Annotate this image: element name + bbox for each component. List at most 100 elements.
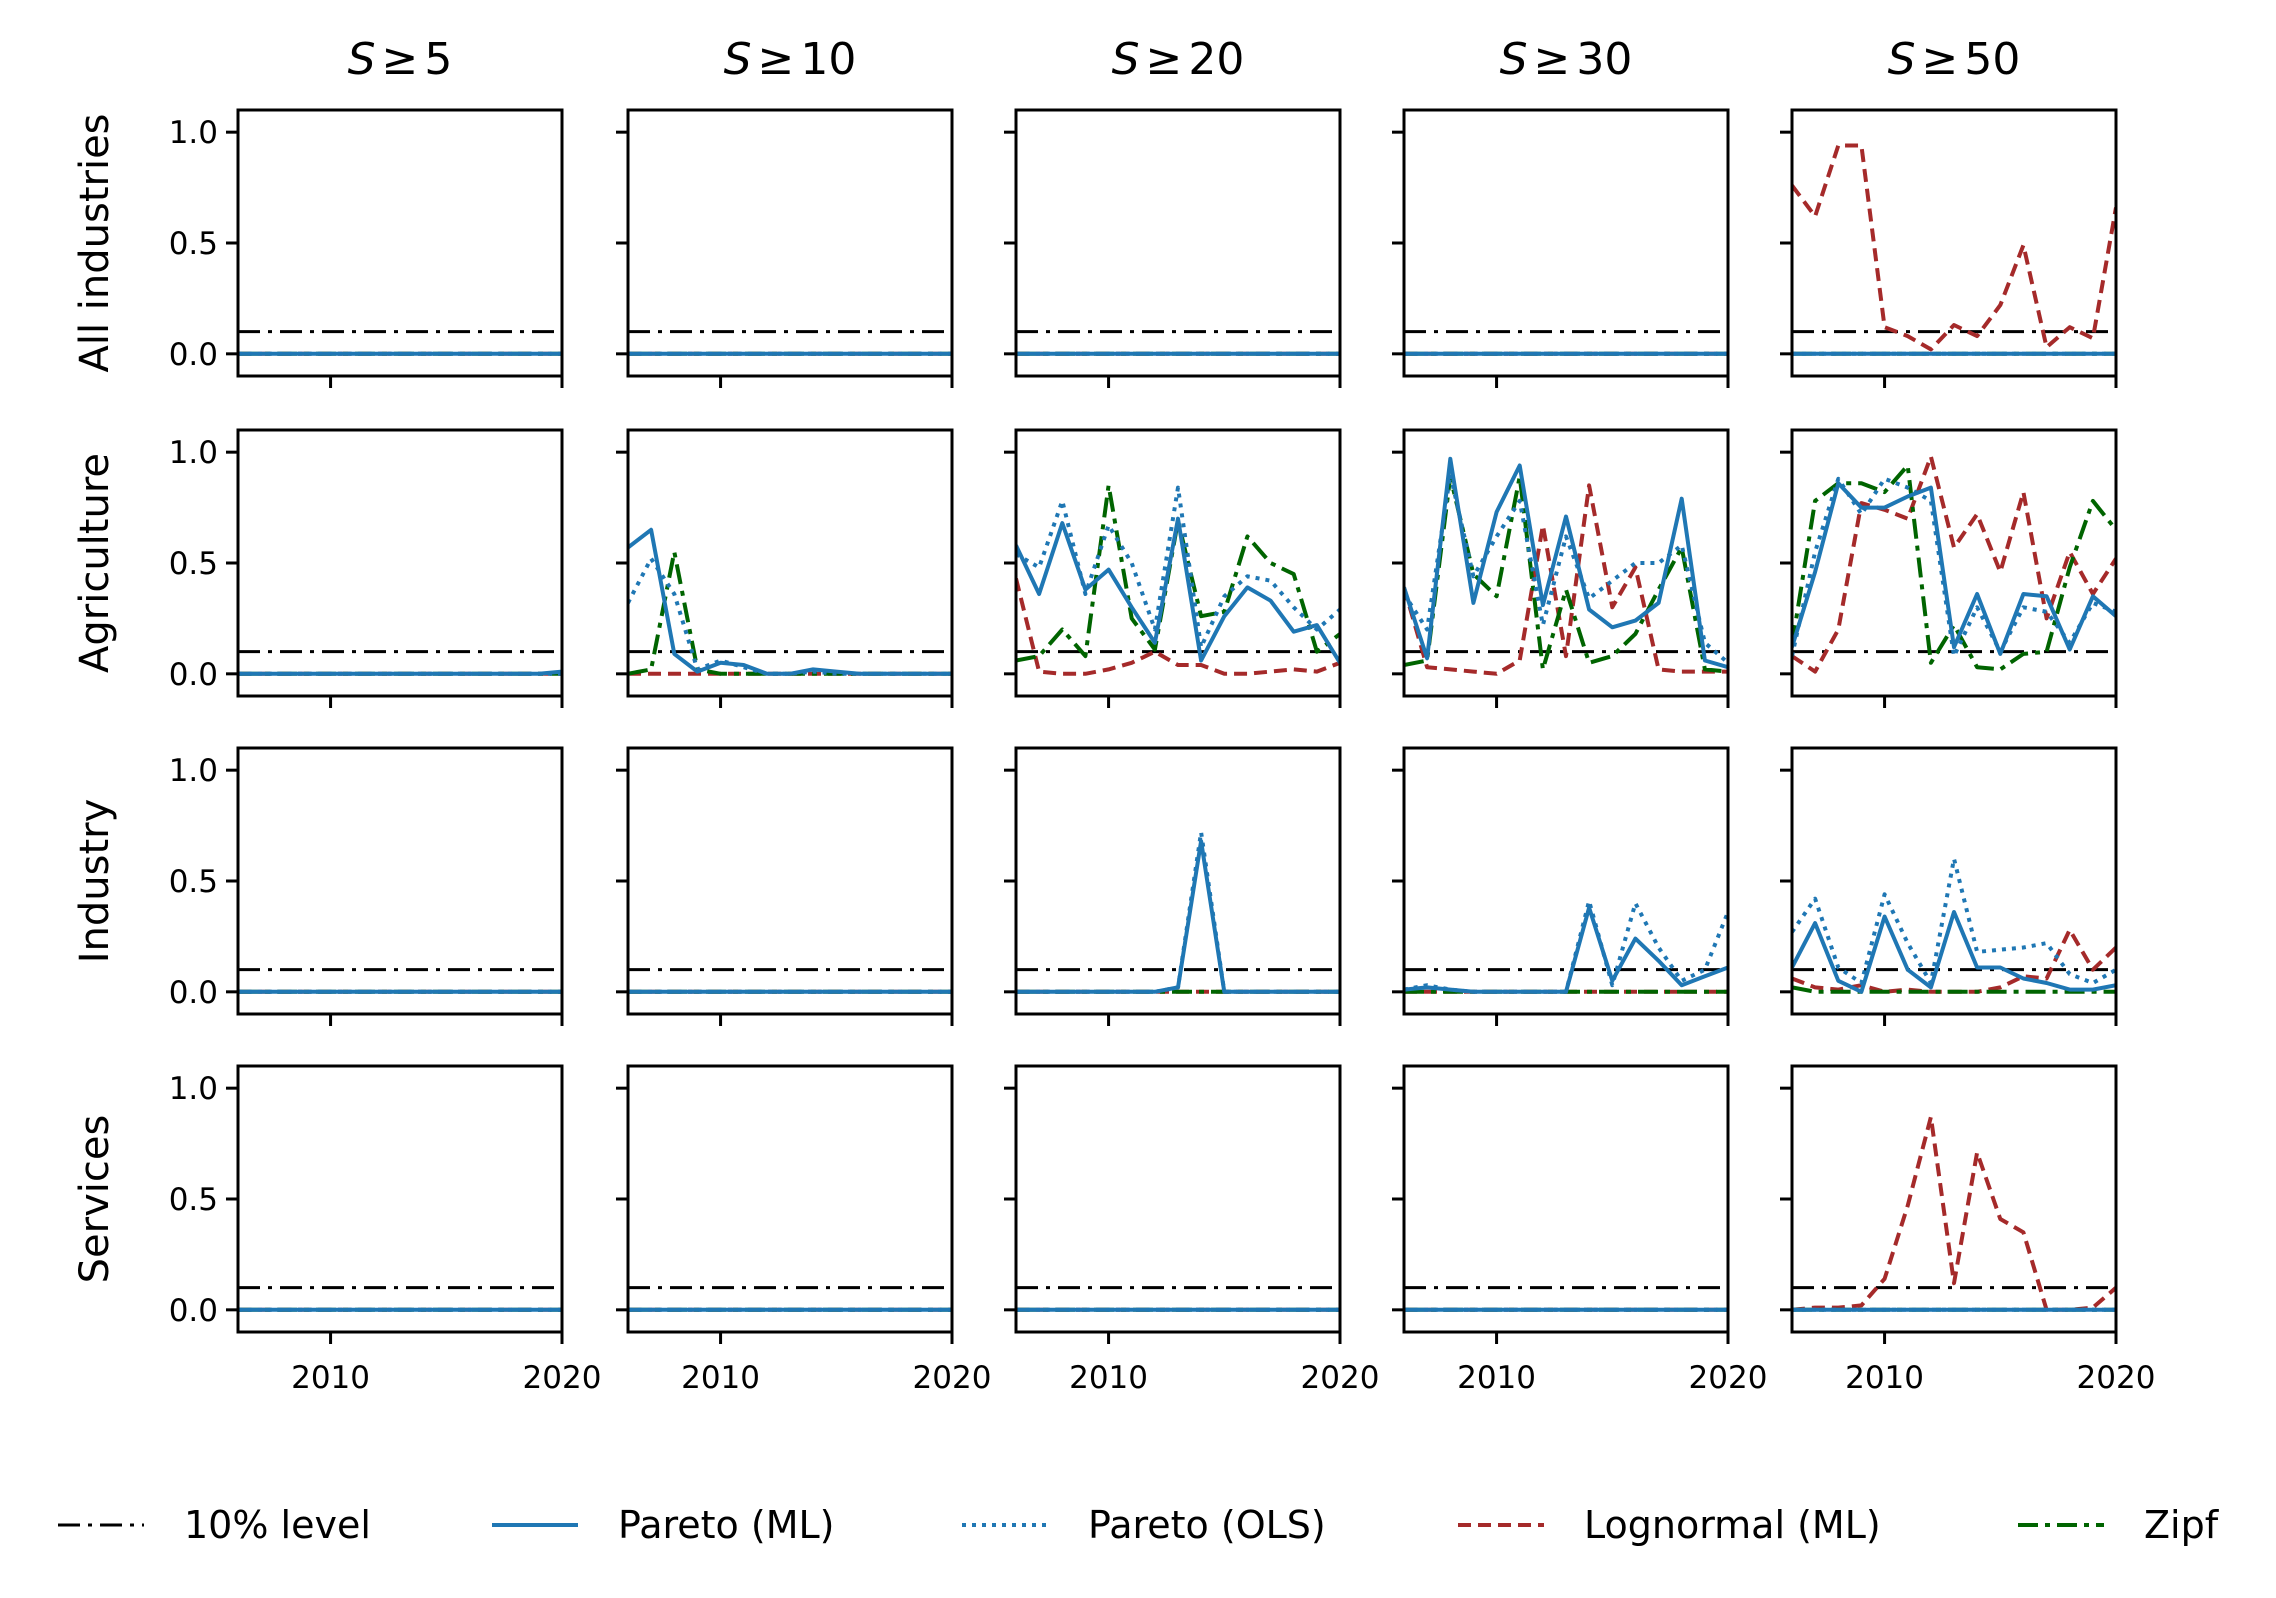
legend-item-level: 10% level — [58, 1503, 371, 1547]
x-tick-label: 2020 — [913, 1360, 992, 1396]
plot-area — [1404, 330, 1728, 356]
x-tick-label: 2020 — [1301, 1360, 1380, 1396]
panel-r2-c4 — [1780, 746, 2118, 1026]
plot-area — [238, 968, 562, 994]
legend-item-zipf: Zipf — [2018, 1503, 2220, 1547]
plot-area — [628, 527, 952, 676]
y-tick-label: 0.0 — [169, 975, 218, 1011]
legend-label: Pareto (OLS) — [1088, 1503, 1326, 1547]
series-pareto-ml — [1792, 910, 2116, 994]
row-labels: All industries Agriculture Industry Service… — [72, 113, 118, 1283]
x-tick-label: 2010 — [1069, 1360, 1148, 1396]
y-tick-label: 0.5 — [169, 226, 218, 262]
legend: 10% level Pareto (ML) Pareto (OLS) Lognorma… — [58, 1503, 2220, 1547]
series-pareto-ml — [238, 669, 562, 676]
plot-area — [238, 650, 562, 676]
plot-area — [1016, 830, 1340, 994]
legend-item-pareto-ols: Pareto (OLS) — [962, 1503, 1326, 1547]
panel-r0-c1 — [616, 108, 954, 388]
panel-background — [1792, 110, 2116, 376]
column-title-op: ≥ — [382, 34, 419, 85]
y-tick-label: 0.0 — [169, 657, 218, 693]
panel-background — [1404, 1066, 1728, 1332]
series-pareto-ols — [1792, 856, 2116, 985]
x-tick-label: 2020 — [2077, 1360, 2156, 1396]
panels-grid: 0.0 0.5 1.0 0.0 0.5 1.0 0.0 0.5 1.0 0.0 0.5 1.0 2010… — [169, 108, 2156, 1396]
column-title: S ≥50 — [1888, 34, 2021, 85]
column-title-num: 10 — [800, 34, 856, 85]
panel-background — [1016, 110, 1340, 376]
panel-r3-c2: 2010 2020 — [1004, 1064, 1380, 1396]
y-tick-label: 1.0 — [169, 435, 218, 471]
series-pareto-ml — [628, 527, 952, 676]
series-lognormal — [1404, 483, 1728, 676]
column-title-var: S — [348, 34, 376, 85]
y-tick-label: 1.0 — [169, 753, 218, 789]
panel-r2-c3 — [1392, 746, 1730, 1026]
y-tick-label: 0.5 — [169, 546, 218, 582]
x-tick-label: 2010 — [681, 1360, 760, 1396]
plot-area — [1016, 330, 1340, 356]
plot-area — [1792, 1115, 2116, 1312]
column-title: S ≥5 — [348, 34, 453, 85]
panel-background — [1792, 1066, 2116, 1332]
row-label: All industries — [72, 113, 118, 372]
column-title-op: ≥ — [758, 34, 795, 85]
column-title-num: 50 — [1964, 34, 2020, 85]
series-pareto-ml — [1016, 516, 1340, 664]
panel-background — [238, 1066, 562, 1332]
panel-r0-c2 — [1004, 108, 1342, 388]
column-title-var: S — [1500, 34, 1528, 85]
series-zipf — [1792, 463, 2116, 672]
panel-r2-c0: 0.0 0.5 1.0 — [169, 746, 564, 1026]
panel-background — [1016, 430, 1340, 696]
panel-r0-c4 — [1780, 108, 2118, 388]
plot-area — [1016, 483, 1340, 676]
series-pareto-ols — [1404, 472, 1728, 665]
legend-item-pareto-ml: Pareto (ML) — [492, 1503, 835, 1547]
panel-r3-c0: 0.0 0.5 1.0 2010 2020 — [169, 1064, 601, 1396]
x-tick-label: 2010 — [1845, 1360, 1924, 1396]
panel-r1-c1 — [616, 428, 954, 708]
plot-area — [238, 1286, 562, 1312]
y-tick-label: 0.5 — [169, 864, 218, 900]
series-pareto-ols — [1016, 485, 1340, 650]
x-tick-label: 2020 — [1689, 1360, 1768, 1396]
column-title-op: ≥ — [1922, 34, 1959, 85]
plot-area — [238, 330, 562, 356]
panel-background — [1016, 1066, 1340, 1332]
panel-background — [1016, 748, 1340, 1014]
series-zipf — [1016, 483, 1340, 663]
panel-r1-c2 — [1004, 428, 1342, 708]
series-lognormal — [1792, 143, 2116, 352]
legend-label: Zipf — [2144, 1503, 2220, 1547]
panel-r3-c3: 2010 2020 — [1392, 1064, 1768, 1396]
plot-area — [1404, 1286, 1728, 1312]
panel-background — [238, 110, 562, 376]
legend-label: Lognormal (ML) — [1584, 1503, 1881, 1547]
column-title-var: S — [1888, 34, 1916, 85]
y-tick-label: 0.0 — [169, 1293, 218, 1329]
panel-r2-c1 — [616, 746, 954, 1026]
plot-area — [1404, 899, 1728, 994]
column-title: S ≥10 — [724, 34, 857, 85]
series-zipf — [1792, 985, 2116, 994]
y-tick-label: 0.0 — [169, 337, 218, 373]
column-title-num: 20 — [1188, 34, 1244, 85]
row-label: Industry — [72, 799, 118, 964]
panel-r1-c0: 0.0 0.5 1.0 — [169, 428, 564, 708]
panel-r2-c2 — [1004, 746, 1342, 1026]
plot-area — [628, 1286, 952, 1312]
legend-item-lognormal: Lognormal (ML) — [1458, 1503, 1881, 1547]
panel-r3-c4: 2010 2020 — [1780, 1064, 2156, 1396]
column-title-var: S — [1112, 34, 1140, 85]
panel-r1-c3 — [1392, 428, 1730, 708]
plot-area — [1404, 456, 1728, 676]
series-pareto-ml — [1016, 839, 1340, 994]
x-tick-label: 2010 — [291, 1360, 370, 1396]
plot-area — [1792, 454, 2116, 674]
row-label: Services — [72, 1115, 118, 1284]
x-tick-label: 2010 — [1457, 1360, 1536, 1396]
column-title-num: 5 — [424, 34, 452, 85]
